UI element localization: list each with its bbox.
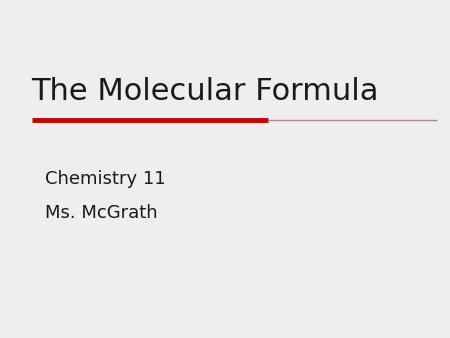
Text: Chemistry 11: Chemistry 11	[45, 170, 166, 188]
Text: Ms. McGrath: Ms. McGrath	[45, 204, 158, 222]
Text: The Molecular Formula: The Molecular Formula	[32, 77, 379, 106]
